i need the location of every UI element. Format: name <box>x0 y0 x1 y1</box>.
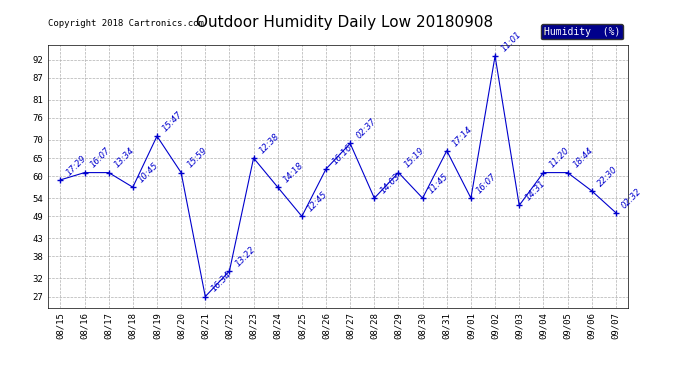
Text: 16:07: 16:07 <box>89 146 112 170</box>
Text: 16:07: 16:07 <box>475 172 499 195</box>
Text: 11:45: 11:45 <box>427 172 451 195</box>
Text: 16:16: 16:16 <box>331 142 354 166</box>
Text: 18:44: 18:44 <box>572 146 595 170</box>
Text: 10:45: 10:45 <box>137 161 161 184</box>
Text: 14:03: 14:03 <box>379 172 402 195</box>
Text: 14:31: 14:31 <box>524 179 547 203</box>
Text: 13:34: 13:34 <box>113 146 137 170</box>
Text: 11:01: 11:01 <box>500 30 523 53</box>
Text: 15:47: 15:47 <box>161 110 185 134</box>
Text: 22:30: 22:30 <box>596 165 620 188</box>
Text: 16:34: 16:34 <box>210 270 233 294</box>
Text: 17:29: 17:29 <box>65 153 88 177</box>
Text: 12:45: 12:45 <box>306 190 330 214</box>
Text: 02:32: 02:32 <box>620 186 644 210</box>
Legend: Humidity  (%): Humidity (%) <box>541 24 623 39</box>
Text: Outdoor Humidity Daily Low 20180908: Outdoor Humidity Daily Low 20180908 <box>197 15 493 30</box>
Text: 17:14: 17:14 <box>451 124 475 148</box>
Text: 14:18: 14:18 <box>282 161 306 184</box>
Text: Copyright 2018 Cartronics.com: Copyright 2018 Cartronics.com <box>48 19 204 28</box>
Text: 11:20: 11:20 <box>548 146 571 170</box>
Text: 13:22: 13:22 <box>234 244 257 268</box>
Text: 02:37: 02:37 <box>355 117 378 141</box>
Text: 15:19: 15:19 <box>403 146 426 170</box>
Text: 15:59: 15:59 <box>186 146 209 170</box>
Text: 12:38: 12:38 <box>258 132 282 155</box>
